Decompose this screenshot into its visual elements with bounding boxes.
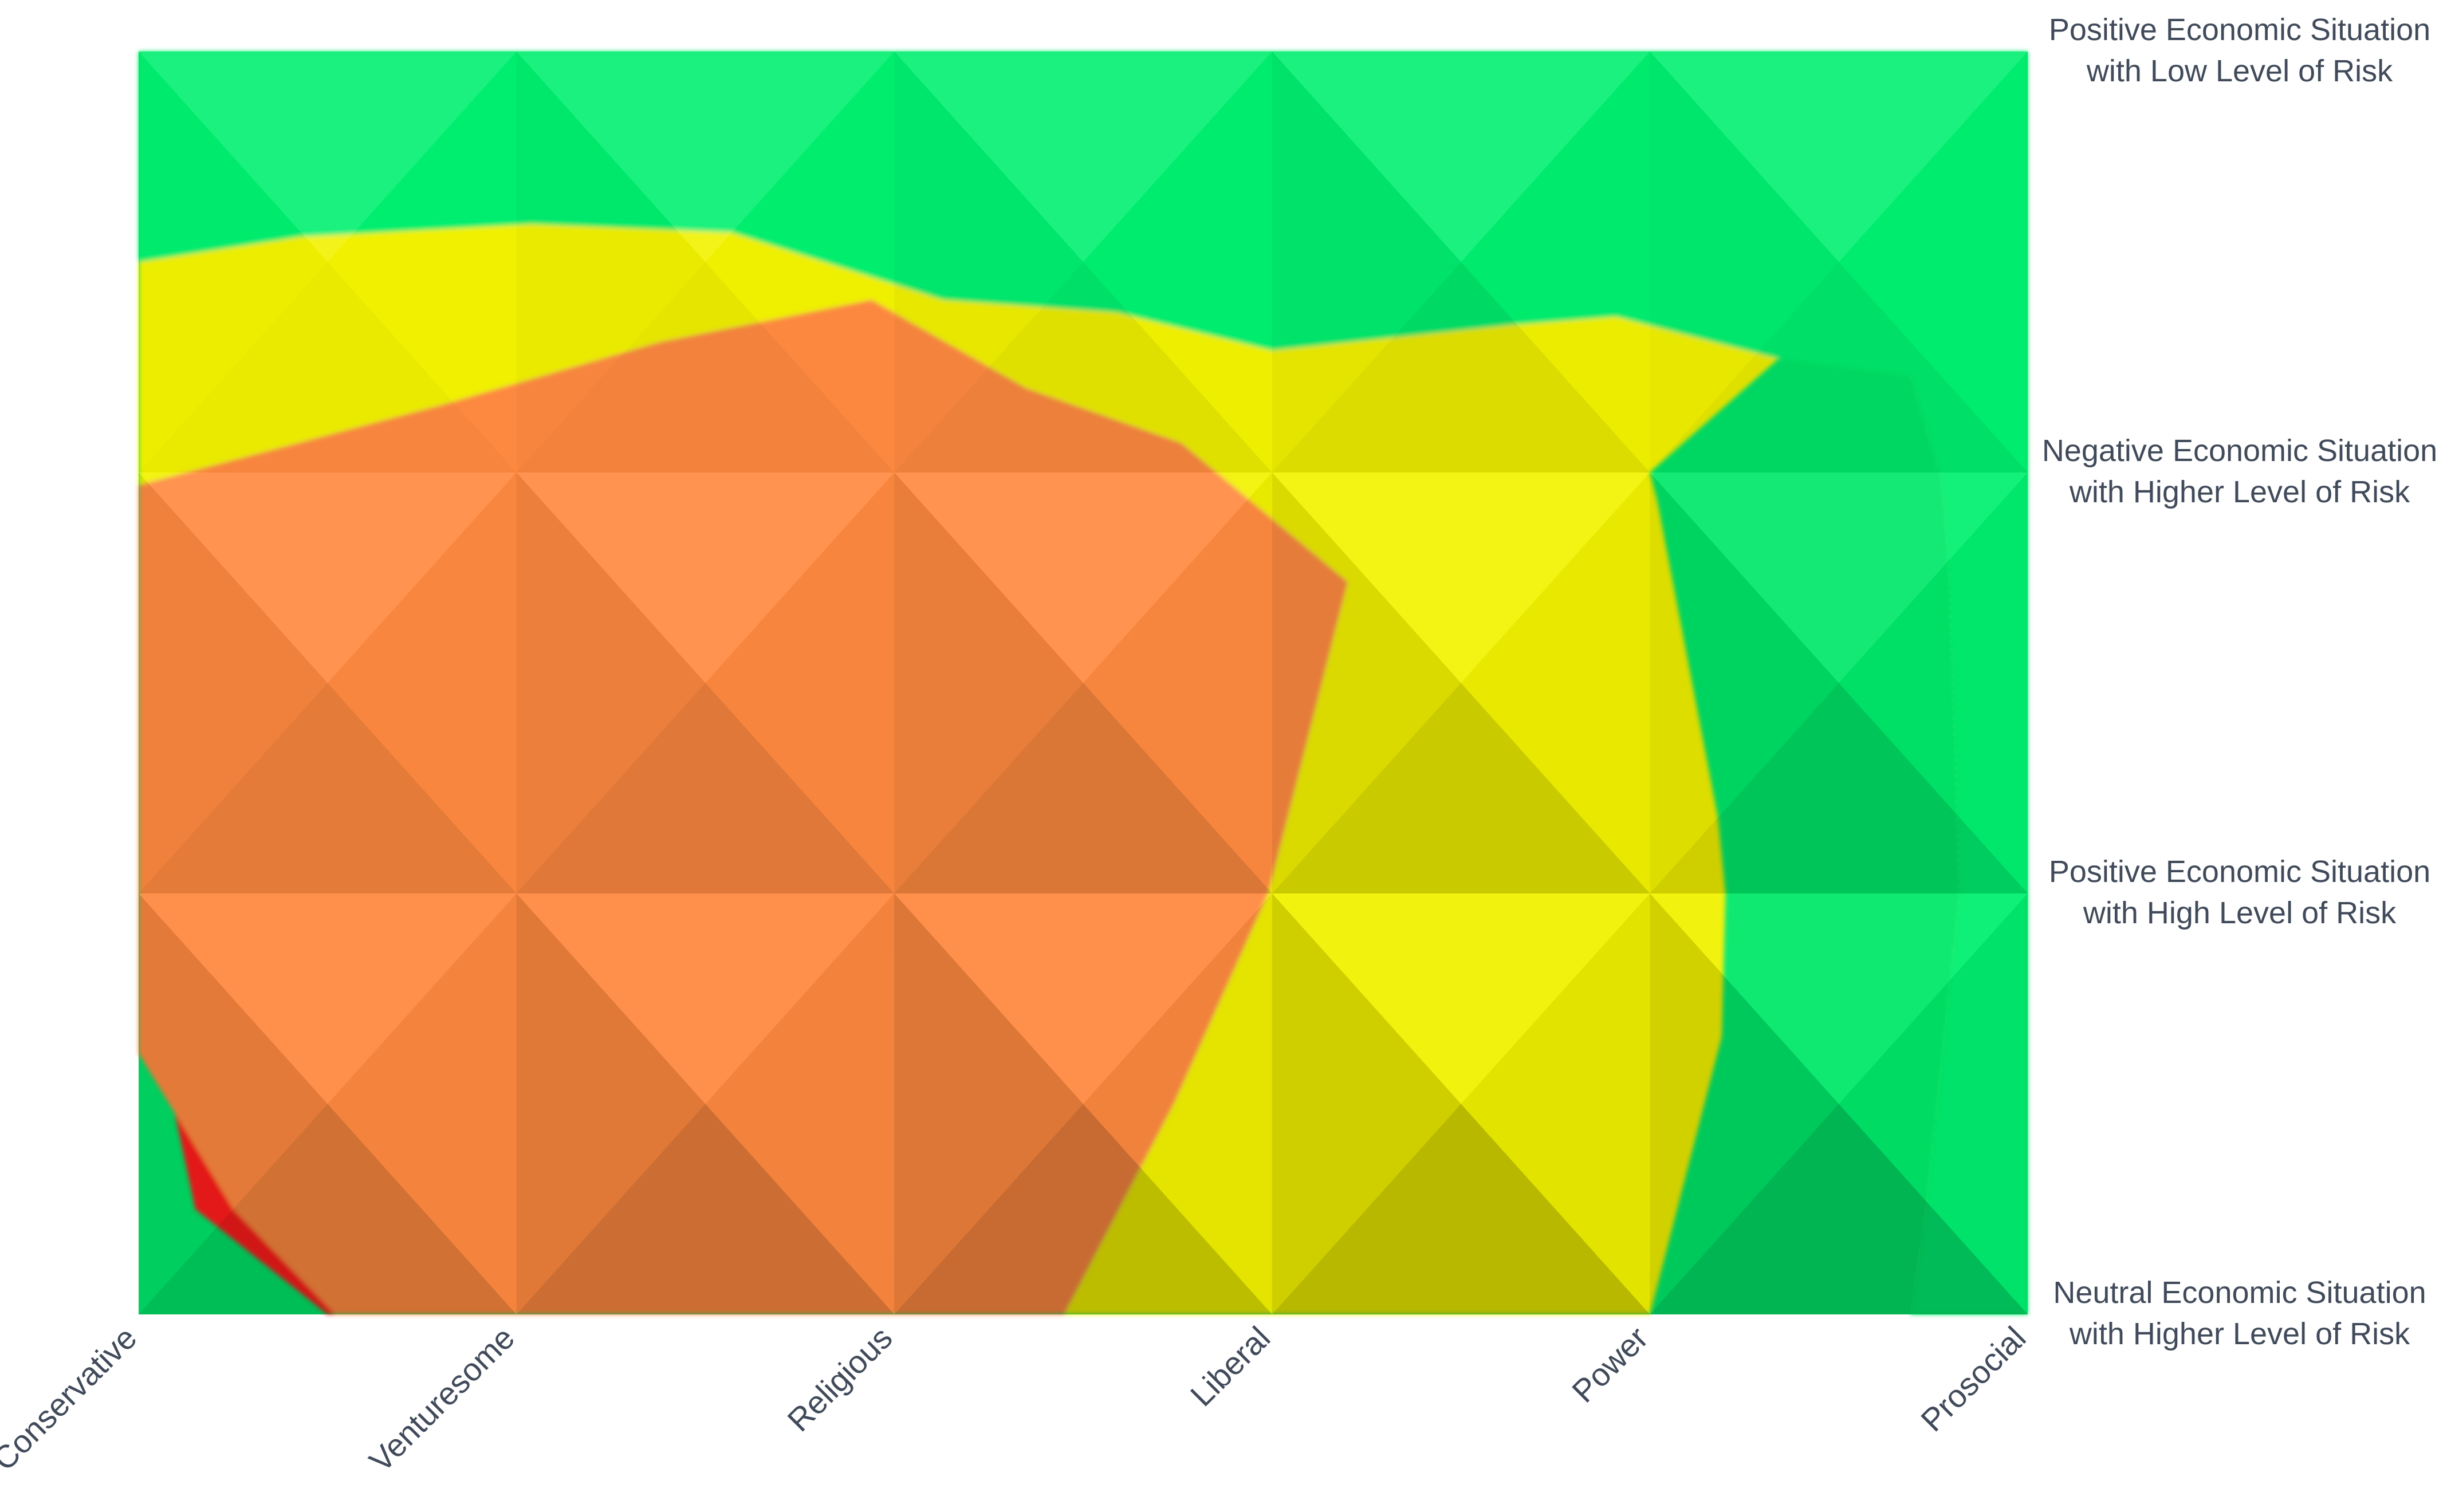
cell-shade-4-0-3 (1839, 893, 2028, 1314)
cell-shade-4-0-0 (1650, 1104, 2028, 1314)
cell-shade-0-0-3 (327, 893, 517, 1314)
x-tick-label-power: Power (1565, 1320, 1655, 1409)
x-tick-label-venturesome: Venturesome (362, 1320, 521, 1479)
cell-shade-4-0-1 (1650, 893, 1839, 1314)
x-tick-labels: Conservative Venturesome Religious Liberal P… (0, 1320, 2032, 1479)
y-tick-label-1: Positive Economic Situation with High Lev… (2049, 855, 2430, 930)
cell-shade-1-1-0 (516, 683, 895, 893)
y-tick-label-3: Positive Economic Situation with Low Leve… (2049, 13, 2430, 88)
y-tick-label-0-line-0: Neutral Economic Situation (2053, 1275, 2426, 1310)
x-tick-label-conservative: Conservative (0, 1320, 143, 1478)
y-tick-label-3-line-0: Positive Economic Situation (2049, 13, 2430, 47)
y-tick-label-2: Negative Economic Situation with Higher L… (2042, 434, 2437, 509)
contour-bands (139, 52, 2028, 1315)
cell-shade-3-0-3 (1461, 893, 1650, 1314)
x-tick-label-religious: Religious (780, 1320, 899, 1438)
cell-shade-4-2-1 (1650, 52, 1839, 472)
cell-shade-1-0-1 (516, 893, 706, 1314)
x-tick-label-prosocial: Prosocial (1914, 1320, 2032, 1438)
cell-shade-3-2-1 (1272, 52, 1461, 472)
cell-shade-0-0-2 (139, 893, 517, 1104)
y-tick-label-2-line-0: Negative Economic Situation (2042, 434, 2437, 468)
y-tick-label-1-line-0: Positive Economic Situation (2049, 855, 2430, 889)
cell-shade-1-2-0 (516, 262, 895, 472)
cell-shade-2-0-1 (894, 893, 1083, 1314)
y-tick-label-3-line-1: with Low Level of Risk (2086, 54, 2393, 88)
cell-shade-2-1-0 (894, 683, 1272, 893)
cell-shade-4-2-2 (1650, 52, 2028, 262)
cell-shade-0-1-2 (139, 472, 517, 683)
y-tick-label-0-line-1: with Higher Level of Risk (2069, 1317, 2410, 1351)
cell-shade-3-0-2 (1272, 893, 1650, 1104)
cell-shade-2-0-0 (894, 1104, 1272, 1314)
cell-shade-1-1-2 (516, 472, 895, 683)
cell-shade-1-0-0 (516, 1104, 895, 1314)
cell-shade-3-1-0 (1272, 683, 1650, 893)
contour-band-orange-2 (139, 300, 1348, 1314)
cell-shade-2-1-2 (894, 472, 1272, 683)
cell-shade-3-1-3 (1461, 472, 1650, 893)
cell-shade-4-1-2 (1650, 472, 2028, 683)
y-tick-label-0: Neutral Economic Situation with Higher Le… (2053, 1275, 2426, 1351)
cell-shade-3-0-1 (1272, 893, 1461, 1314)
cell-shade-2-0-2 (894, 893, 1272, 1104)
cell-shade-4-0-2 (1650, 893, 2028, 1104)
y-tick-label-1-line-1: with High Level of Risk (2083, 896, 2397, 930)
contour-band-green-5 (139, 52, 2028, 1314)
contour-band-yellow-4 (139, 52, 2028, 1314)
cell-shade-4-1-1 (1650, 472, 1839, 893)
cell-shade-0-1-0 (139, 683, 517, 893)
cell-shade-3-0-0 (1272, 1104, 1650, 1314)
cell-shade-2-2-2 (894, 52, 1272, 262)
cell-shade-2-0-3 (1083, 893, 1272, 1314)
cell-shade-1-2-2 (516, 52, 895, 262)
x-tick-label-liberal: Liberal (1183, 1320, 1277, 1413)
cell-shade-0-0-0 (139, 1104, 517, 1314)
cell-shade-2-2-1 (894, 52, 1083, 472)
y-tick-labels: Neutral Economic Situation with Higher Le… (2042, 13, 2437, 1351)
cell-shade-4-2-0 (1650, 262, 2028, 472)
cell-shade-1-0-3 (705, 893, 895, 1314)
cell-shade-2-1-1 (894, 472, 1083, 893)
cell-shade-0-1-1 (139, 472, 328, 893)
cell-shade-4-1-0 (1650, 683, 2028, 893)
cell-shading (139, 52, 2028, 1314)
cell-shade-3-2-0 (1272, 262, 1650, 472)
cell-shade-3-2-2 (1272, 52, 1650, 262)
y-tick-label-2-line-1: with Higher Level of Risk (2069, 475, 2410, 509)
cell-shade-0-2-2 (139, 52, 517, 262)
cell-shade-0-0-1 (139, 893, 328, 1314)
cell-shade-3-1-2 (1272, 472, 1650, 683)
cell-shade-1-0-2 (516, 893, 895, 1104)
cell-shade-3-1-1 (1272, 472, 1461, 893)
cell-shade-2-2-0 (894, 262, 1272, 472)
cell-shade-1-1-1 (516, 472, 706, 893)
